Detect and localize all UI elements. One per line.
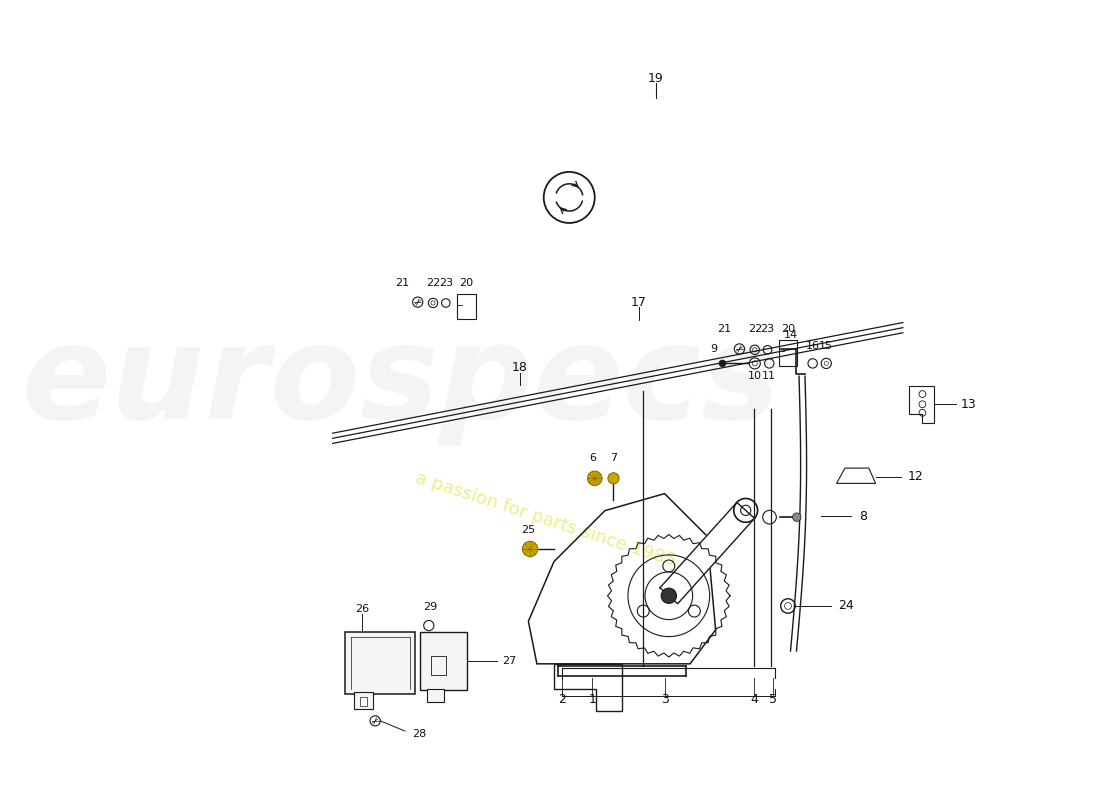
Circle shape: [608, 473, 619, 484]
Circle shape: [587, 471, 602, 486]
Text: 2: 2: [559, 693, 566, 706]
Text: 16: 16: [805, 342, 820, 351]
Text: 4: 4: [750, 693, 758, 706]
Text: 15: 15: [820, 342, 834, 351]
Text: 7: 7: [609, 453, 617, 463]
Text: 21: 21: [717, 324, 732, 334]
Bar: [430, 656, 446, 675]
Bar: [360, 697, 366, 706]
Bar: [456, 294, 475, 319]
Text: 10: 10: [748, 371, 762, 381]
Text: 18: 18: [512, 361, 528, 374]
Text: 25: 25: [521, 526, 536, 535]
Circle shape: [522, 542, 538, 557]
Text: 9: 9: [711, 344, 717, 354]
Text: 26: 26: [355, 603, 370, 614]
Text: 20: 20: [459, 278, 473, 289]
Text: 14: 14: [783, 330, 798, 340]
Bar: [427, 690, 444, 702]
Text: 17: 17: [631, 296, 647, 309]
Text: 29: 29: [424, 602, 438, 612]
Circle shape: [792, 513, 801, 522]
Text: 3: 3: [661, 693, 669, 706]
Text: eurospecs: eurospecs: [21, 319, 780, 446]
Bar: [420, 632, 468, 690]
Text: 27: 27: [503, 656, 517, 666]
Text: 1: 1: [588, 693, 596, 706]
Bar: [354, 692, 373, 709]
Text: 13: 13: [960, 398, 977, 410]
Text: 6: 6: [590, 453, 596, 463]
Circle shape: [661, 588, 676, 603]
Text: 28: 28: [412, 729, 427, 738]
Text: 19: 19: [648, 72, 664, 85]
Text: 22: 22: [426, 278, 440, 289]
Text: 21: 21: [395, 278, 409, 289]
Bar: [779, 341, 798, 366]
Text: 11: 11: [762, 371, 777, 381]
Text: 8: 8: [859, 510, 868, 523]
Text: 23: 23: [439, 278, 453, 289]
Text: 5: 5: [770, 693, 778, 706]
Text: 23: 23: [760, 324, 774, 334]
Text: a passion for parts since 1985: a passion for parts since 1985: [412, 469, 678, 570]
Text: 12: 12: [908, 470, 924, 483]
Polygon shape: [660, 502, 755, 604]
Circle shape: [719, 360, 726, 367]
Bar: [345, 632, 415, 694]
Text: 20: 20: [781, 324, 795, 334]
Text: 24: 24: [838, 599, 854, 613]
Text: 22: 22: [748, 324, 762, 334]
